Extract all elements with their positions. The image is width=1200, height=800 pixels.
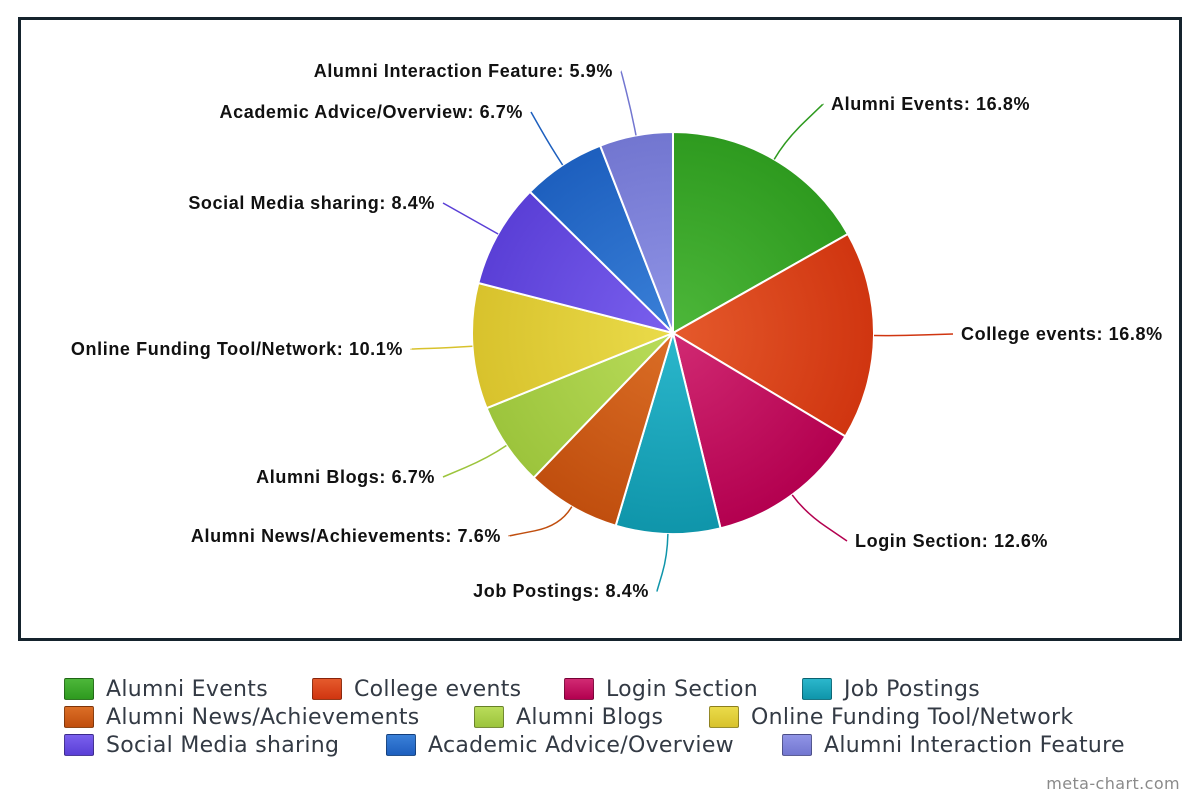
slice-label-online-funding-tool-network: Online Funding Tool/Network: 10.1% [71, 339, 403, 359]
credit-text: meta-chart.com [1046, 774, 1180, 793]
slice-label-login-section: Login Section: 12.6% [855, 531, 1048, 551]
legend-swatch [782, 734, 812, 756]
slice-label-alumni-news-achievements: Alumni News/Achievements: 7.6% [191, 526, 501, 546]
legend-swatch [474, 706, 504, 728]
slice-label-social-media-sharing: Social Media sharing: 8.4% [188, 193, 435, 213]
legend-item-social-media-sharing: Social Media sharing [64, 732, 339, 758]
pie-chart: Alumni Events: 16.8% College events: 16.8… [71, 61, 1163, 601]
leader-line-alumni-interaction-feature [620, 70, 637, 136]
slice-login-section [671, 330, 847, 530]
slice-label-alumni-events: Alumni Events: 16.8% [831, 94, 1030, 114]
leader-line-college-events [873, 333, 954, 337]
slice-label-academic-advice-overview: Academic Advice/Overview: 6.7% [220, 102, 523, 122]
slice-alumni-interaction-feature [598, 130, 674, 334]
legend-swatch [312, 678, 342, 700]
legend-item-job-postings: Job Postings [802, 676, 980, 702]
slice-labels: Alumni Events: 16.8% College events: 16.8… [71, 61, 1163, 601]
legend-label: Alumni Interaction Feature [824, 732, 1125, 758]
leader-lines [410, 70, 954, 592]
legend-label: Academic Advice/Overview [428, 732, 734, 758]
legend-swatch [564, 678, 594, 700]
slice-online-funding-tool-network [471, 281, 677, 410]
legend-label: College events [354, 676, 522, 702]
legend-label: Job Postings [844, 676, 981, 702]
legend-swatch [709, 706, 739, 728]
legend-swatch [64, 706, 94, 728]
leader-line-academic-advice-overview [530, 111, 564, 166]
slice-alumni-news-achievements [532, 332, 674, 527]
slice-label-alumni-blogs: Alumni Blogs: 6.7% [256, 467, 435, 487]
slice-label-college-events: College events: 16.8% [961, 324, 1163, 344]
legend-label: Alumni Blogs [516, 704, 664, 730]
slice-social-media-sharing [477, 190, 677, 335]
legend-item-alumni-blogs: Alumni Blogs [474, 704, 663, 730]
leader-line-login-section [791, 494, 848, 542]
leader-line-social-media-sharing [442, 202, 499, 235]
legend: Alumni Events College events Login Section… [64, 676, 1174, 766]
legend-label: Login Section [606, 676, 758, 702]
leader-line-alumni-news-achievements [508, 506, 573, 537]
legend-item-alumni-news-achievements: Alumni News/Achievements [64, 704, 420, 730]
pie-slices [471, 130, 875, 535]
leader-line-alumni-blogs [442, 444, 507, 478]
leader-line-job-postings [656, 533, 669, 592]
slice-job-postings [614, 329, 722, 535]
legend-item-academic-advice-overview: Academic Advice/Overview [386, 732, 734, 758]
legend-label: Social Media sharing [106, 732, 340, 758]
legend-swatch [64, 678, 94, 700]
legend-swatch [386, 734, 416, 756]
legend-label: Alumni Events [106, 676, 268, 702]
legend-swatch [64, 734, 94, 756]
slice-label-alumni-interaction-feature: Alumni Interaction Feature: 5.9% [314, 61, 613, 81]
legend-swatch [802, 678, 832, 700]
slice-college-events [671, 232, 875, 438]
legend-item-college-events: College events [312, 676, 521, 702]
legend-item-alumni-interaction-feature: Alumni Interaction Feature [782, 732, 1125, 758]
chart-frame: Alumni Events: 16.8% College events: 16.8… [18, 17, 1182, 641]
leader-line-alumni-events [773, 103, 824, 160]
slice-label-job-postings: Job Postings: 8.4% [473, 581, 649, 601]
legend-item-alumni-events: Alumni Events [64, 676, 268, 702]
legend-label: Online Funding Tool/Network [751, 704, 1074, 730]
legend-label: Alumni News/Achievements [106, 704, 420, 730]
leader-line-online-funding-tool-network [410, 345, 473, 350]
legend-item-login-section: Login Section [564, 676, 758, 702]
legend-item-online-funding-tool-network: Online Funding Tool/Network [709, 704, 1073, 730]
